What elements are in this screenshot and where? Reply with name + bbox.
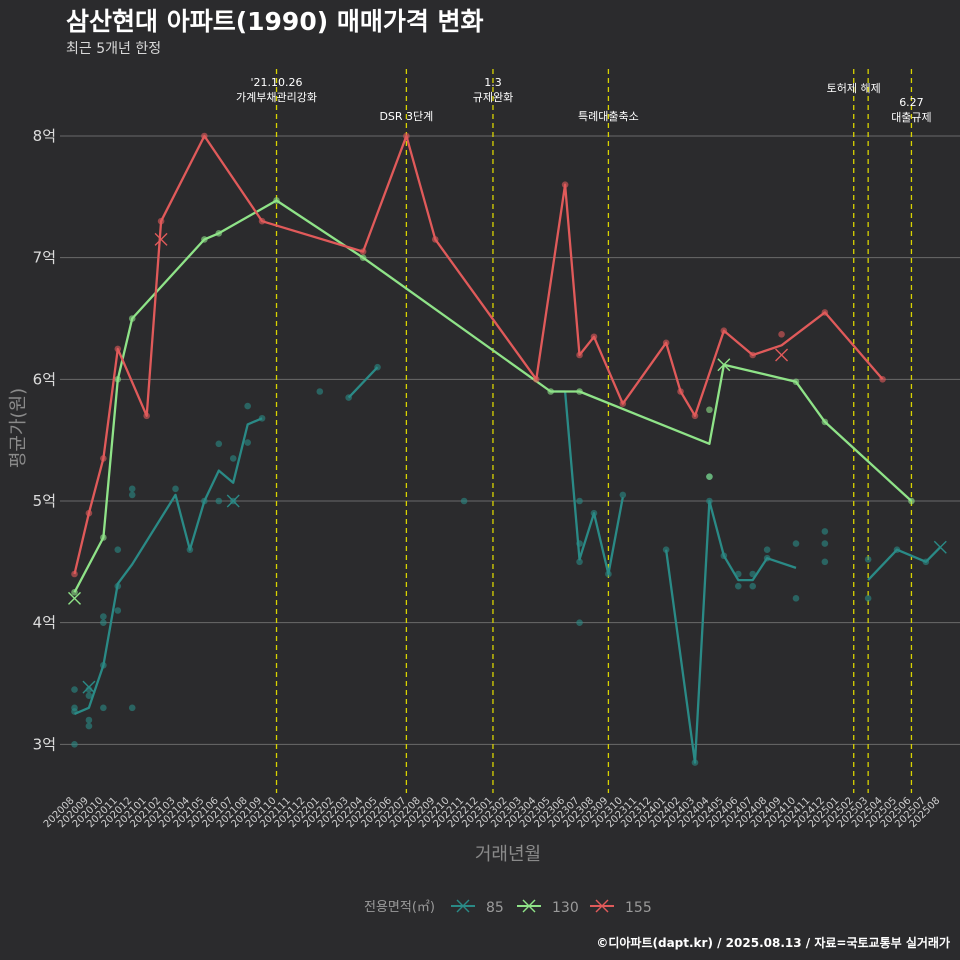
- data-point: [792, 595, 800, 602]
- data-point: [128, 704, 136, 712]
- event-label: 6.27 대출규제: [891, 96, 931, 124]
- event-label: 토허제 해제: [827, 81, 881, 95]
- data-point: [619, 491, 627, 499]
- data-cross: [154, 232, 168, 246]
- data-point: [114, 607, 122, 614]
- data-point: [100, 619, 107, 626]
- data-point: [172, 485, 179, 493]
- data-point: [576, 619, 583, 626]
- data-point: [229, 455, 237, 462]
- legend-title: 전용면적(㎡): [364, 900, 435, 915]
- event-label: '21.10.26 가계부채관리강화: [236, 76, 317, 104]
- event-label: DSR 3단계: [379, 110, 433, 123]
- series-line: [74, 417, 263, 715]
- data-point: [763, 546, 771, 553]
- series-85: [71, 363, 947, 766]
- cross-stroke: [933, 540, 947, 554]
- data-point: [128, 491, 136, 499]
- data-point: [244, 402, 251, 410]
- cross-stroke: [154, 232, 168, 246]
- data-point: [706, 473, 713, 480]
- data-cross: [775, 348, 789, 362]
- data-point: [576, 558, 583, 566]
- source-credit: ©디아파트(dapt.kr) / 2025.08.13 / 자료=국토교통부 실…: [596, 936, 950, 950]
- series-line: [73, 134, 884, 575]
- data-point: [114, 546, 122, 553]
- data-point: [85, 692, 93, 699]
- legend-label: 85: [486, 900, 504, 916]
- data-point: [71, 686, 78, 693]
- data-point: [100, 613, 107, 620]
- legend-swatch-cross: [522, 899, 536, 913]
- data-point: [821, 528, 829, 535]
- data-point: [864, 595, 872, 602]
- series-line: [347, 366, 379, 399]
- data-point: [706, 406, 713, 414]
- x-axis-title: 거래년월: [475, 844, 541, 865]
- data-point: [85, 716, 93, 724]
- y-tick-label: 3억: [33, 735, 56, 753]
- y-tick-label: 4억: [33, 614, 56, 632]
- y-axis-title: 평균가(원): [8, 388, 29, 468]
- series-line: [550, 390, 624, 576]
- data-cross: [933, 540, 947, 554]
- data-point: [821, 540, 829, 547]
- legend-swatch-cross: [595, 899, 609, 913]
- data-point: [864, 556, 872, 563]
- series-130: [68, 197, 915, 605]
- y-tick-label: 5억: [33, 492, 56, 510]
- legend-label: 155: [625, 900, 652, 916]
- legend-label: 130: [552, 900, 579, 916]
- cross-stroke: [775, 348, 789, 362]
- legend: 전용면적(㎡) 85 130 155: [364, 899, 652, 916]
- data-point: [100, 704, 107, 712]
- data-point: [778, 331, 785, 338]
- data-cross: [717, 358, 731, 372]
- cross-stroke: [82, 680, 96, 694]
- chart-subtitle: 최근 5개년 한정: [66, 41, 162, 57]
- data-cross: [68, 591, 81, 605]
- data-point: [576, 497, 583, 505]
- data-point: [71, 741, 78, 748]
- y-tick-label: 8억: [33, 127, 56, 145]
- data-point: [460, 497, 468, 505]
- data-point: [215, 497, 223, 505]
- data-point: [662, 546, 670, 553]
- data-point: [128, 485, 136, 493]
- series-155: [71, 132, 886, 578]
- y-tick-label: 6억: [33, 370, 56, 388]
- data-point: [244, 439, 251, 446]
- y-tick-label: 7억: [33, 249, 56, 267]
- event-label: 1.3 규제완화: [473, 76, 513, 104]
- series-line: [664, 499, 797, 764]
- data-point: [749, 582, 757, 590]
- data-point: [792, 540, 800, 547]
- event-label: 특례대출축소: [578, 110, 639, 123]
- chart-title: 삼산현대 아파트(1990) 매매가격 변화: [66, 7, 484, 36]
- cross-stroke: [68, 591, 81, 605]
- series-line: [867, 546, 942, 581]
- data-point: [215, 440, 223, 448]
- data-point: [85, 722, 93, 730]
- legend-swatch-cross: [456, 899, 470, 913]
- cross-stroke: [226, 494, 240, 508]
- data-cross: [82, 680, 96, 694]
- cross-stroke: [717, 358, 731, 372]
- data-cross: [226, 494, 240, 508]
- data-point: [734, 582, 742, 590]
- data-point: [821, 558, 829, 566]
- data-point: [316, 388, 324, 395]
